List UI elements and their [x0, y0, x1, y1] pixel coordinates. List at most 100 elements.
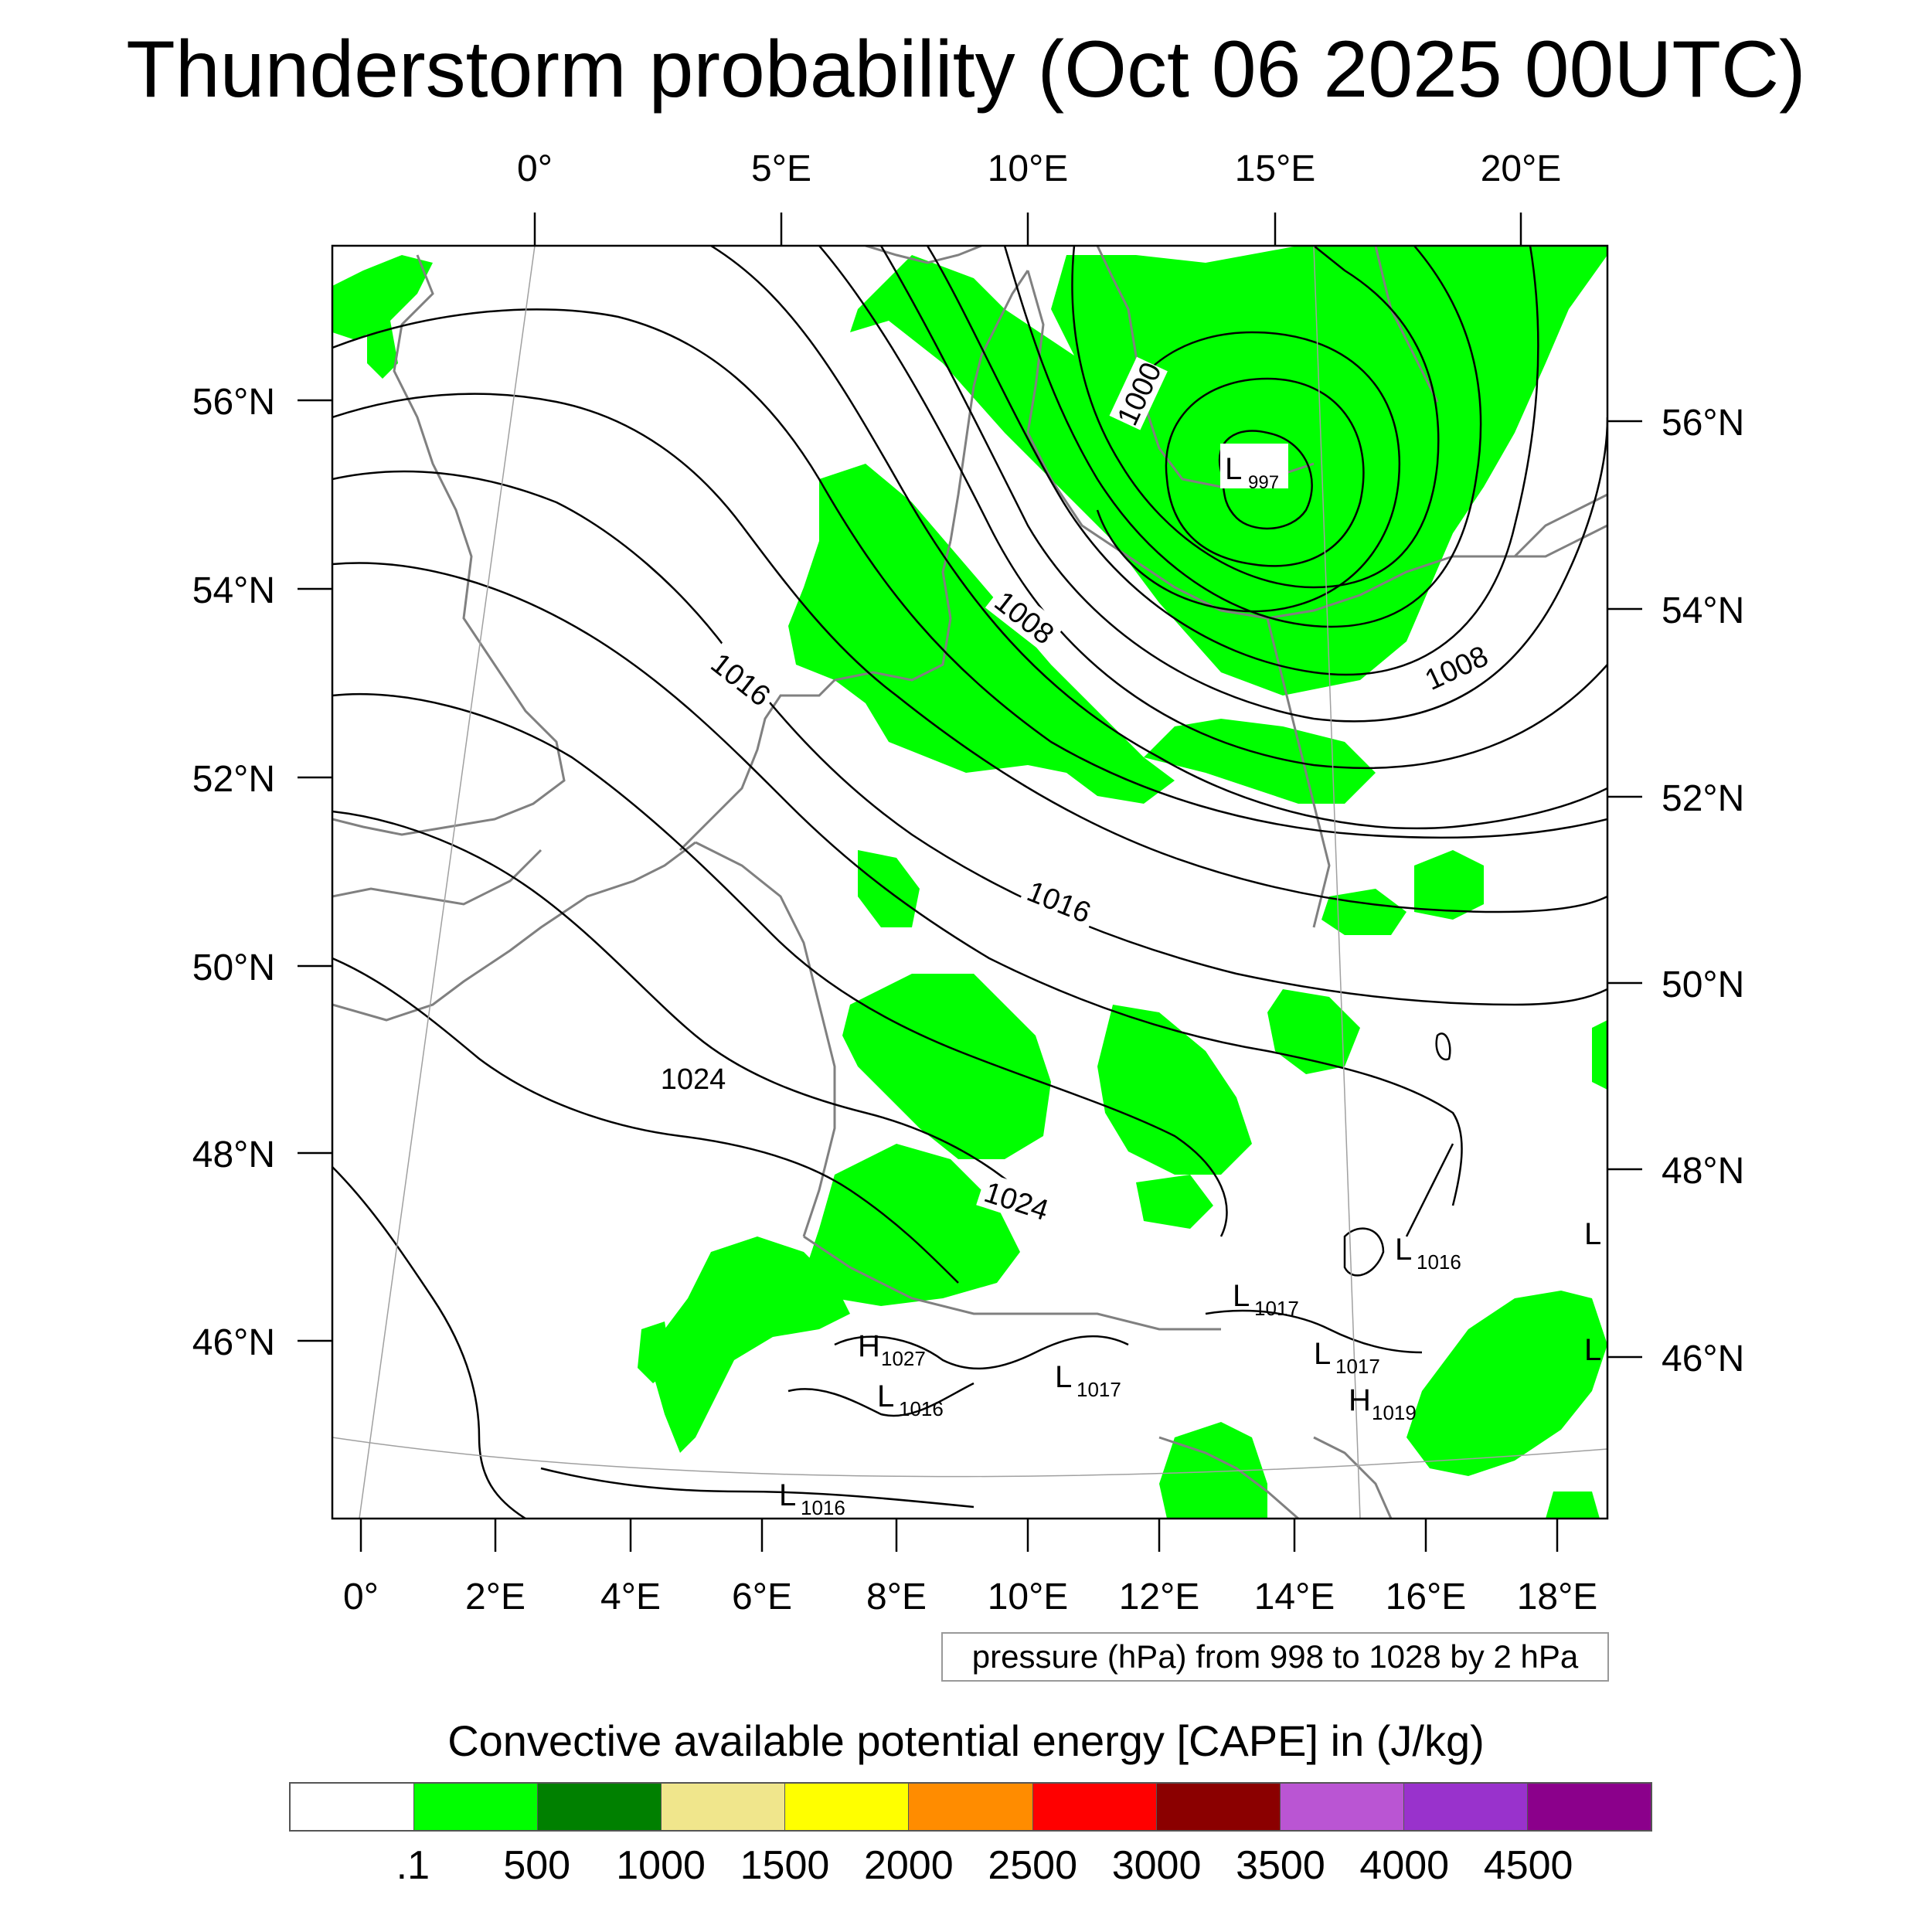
- isobar-south-2: [1205, 1309, 1423, 1354]
- coast-adriatic-west: [1158, 1436, 1299, 1519]
- bottom-tick-label: 14°E: [1254, 1577, 1335, 1617]
- plot-frame: [331, 244, 1609, 1520]
- cape-area-france-small: [638, 1321, 672, 1383]
- cape-area-belgium: [858, 850, 920, 927]
- bottom-axis-labels: 0° 2°E 4°E 6°E 8°E 10°E 12°E 14°E 16°E 1…: [343, 1577, 1597, 1617]
- right-tick-label: 46°N: [1662, 1338, 1744, 1379]
- svg-text:1019: 1019: [1372, 1401, 1417, 1424]
- left-tick-label: 48°N: [192, 1134, 275, 1175]
- cape-area-alps-north: [804, 1144, 1020, 1306]
- colorbar-swatch: [662, 1784, 786, 1830]
- bottom-tick-label: 4°E: [600, 1577, 661, 1617]
- top-tick-label: 10°E: [988, 148, 1069, 189]
- left-tick-label: 52°N: [192, 759, 275, 800]
- svg-text:L: L: [1233, 1279, 1250, 1313]
- colorbar-label: 500: [503, 1843, 571, 1888]
- border-fr-de: [695, 841, 836, 1237]
- colorbar-label: 1000: [616, 1843, 706, 1888]
- left-tick-label: 50°N: [192, 947, 275, 988]
- cape-area-czech-patch: [1136, 1175, 1213, 1229]
- colorbar-swatch: [538, 1784, 662, 1830]
- left-axis: [298, 399, 332, 1342]
- bottom-tick-label: 2°E: [465, 1577, 526, 1617]
- pressure-center: L 1017: [1233, 1279, 1299, 1320]
- top-axis: [533, 213, 1522, 246]
- pressure-center: L 1017: [1055, 1360, 1121, 1401]
- cape-area-right-edge: [1592, 1020, 1607, 1090]
- isobar-south-3: [1405, 1143, 1454, 1237]
- colorbar-swatch: [785, 1784, 910, 1830]
- coast-adriatic-east: [1313, 1436, 1393, 1519]
- cape-area-germany-east: [1097, 1005, 1252, 1175]
- colorbar-swatch: [1156, 1784, 1281, 1830]
- svg-text:H: H: [858, 1329, 880, 1363]
- border-de-pl: [1266, 617, 1331, 928]
- svg-text:L: L: [1395, 1233, 1412, 1267]
- svg-text:1027: 1027: [881, 1347, 926, 1370]
- svg-text:1017: 1017: [1077, 1378, 1121, 1401]
- cape-area-germany-central: [842, 974, 1051, 1159]
- isobar-alps-2: [787, 1382, 975, 1417]
- right-tick-label: 56°N: [1662, 403, 1744, 444]
- coast-germany-north: [834, 540, 952, 682]
- cape-area-poland-east: [1414, 850, 1484, 920]
- right-tick-label: 54°N: [1662, 590, 1744, 631]
- left-axis-labels: 56°N 54°N 52°N 50°N 48°N 46°N: [192, 382, 275, 1363]
- colorbar: [289, 1782, 1652, 1832]
- isobar-label: 1024: [656, 1061, 730, 1096]
- cape-area-scotland: [332, 255, 433, 340]
- colorbar-labels: .1 500 1000 1500 2000 2500 3000 3500 4000 4500: [0, 1842, 1932, 1896]
- border-alps: [803, 1235, 1221, 1331]
- isobar-1014: [332, 393, 1607, 913]
- colorbar-swatch: [1032, 1784, 1157, 1830]
- cape-area-denmark-baltic: [1144, 719, 1376, 804]
- colorbar-swatch: [1280, 1784, 1404, 1830]
- pressure-center: L 1016: [1395, 1233, 1461, 1274]
- bottom-axis: [359, 1519, 1559, 1552]
- isobar-low-ring-2: [1096, 331, 1401, 613]
- right-tick-label: 50°N: [1662, 964, 1744, 1005]
- svg-text:997: 997: [1248, 472, 1279, 493]
- coast-sweden-east: [1374, 246, 1439, 403]
- top-tick-label: 20°E: [1481, 148, 1562, 189]
- colorbar-swatch: [1403, 1784, 1528, 1830]
- colorbar-label: 4000: [1359, 1843, 1450, 1888]
- isobar-1016: [332, 470, 1607, 1006]
- bottom-tick-label: 12°E: [1119, 1577, 1200, 1617]
- isobar-1000: [1071, 246, 1440, 589]
- isobars: [332, 246, 1607, 1519]
- bottom-tick-label: 0°: [343, 1577, 379, 1617]
- cape-area-scotland-small: [367, 321, 398, 379]
- colorbar-label: 3500: [1236, 1843, 1325, 1888]
- colorbar-label: 3000: [1111, 1843, 1202, 1888]
- isobar-south-1: [540, 1467, 975, 1509]
- bottom-tick-label: 16°E: [1386, 1577, 1467, 1617]
- bottom-tick-label: 10°E: [988, 1577, 1069, 1617]
- pressure-center: L 1016: [877, 1379, 944, 1420]
- left-tick-label: 54°N: [192, 570, 275, 611]
- coast-denmark-jutland: [949, 270, 1029, 542]
- cape-area-dutch-coast: [788, 464, 1175, 804]
- pressure-center: H 1027: [858, 1329, 926, 1370]
- colorbar-swatch: [291, 1784, 415, 1830]
- right-tick-label: 48°N: [1662, 1151, 1744, 1192]
- isobar-low-ring-1: [1165, 377, 1365, 567]
- isobar-1008: [818, 246, 1607, 770]
- coast-denmark-east: [1026, 270, 1129, 558]
- isobar-low-center: [1218, 430, 1313, 530]
- svg-text:L: L: [1584, 1217, 1601, 1251]
- svg-text:1016: 1016: [801, 1496, 845, 1519]
- graticule-meridian-15e: [1313, 246, 1361, 1519]
- isobar-closed-2: [1435, 1032, 1451, 1061]
- coast-france-north: [332, 841, 696, 1022]
- pressure-contour-note: pressure (hPa) from 998 to 1028 by 2 hPa: [941, 1632, 1609, 1682]
- svg-text:L: L: [1055, 1360, 1072, 1394]
- colorbar-swatch: [414, 1784, 539, 1830]
- bottom-tick-label: 8°E: [866, 1577, 927, 1617]
- bottom-tick-label: 18°E: [1517, 1577, 1598, 1617]
- pressure-center: L: [1584, 1333, 1601, 1367]
- colorbar-label: 1500: [740, 1843, 830, 1888]
- svg-text:L: L: [779, 1478, 796, 1512]
- isobar-1022: [332, 810, 1036, 1206]
